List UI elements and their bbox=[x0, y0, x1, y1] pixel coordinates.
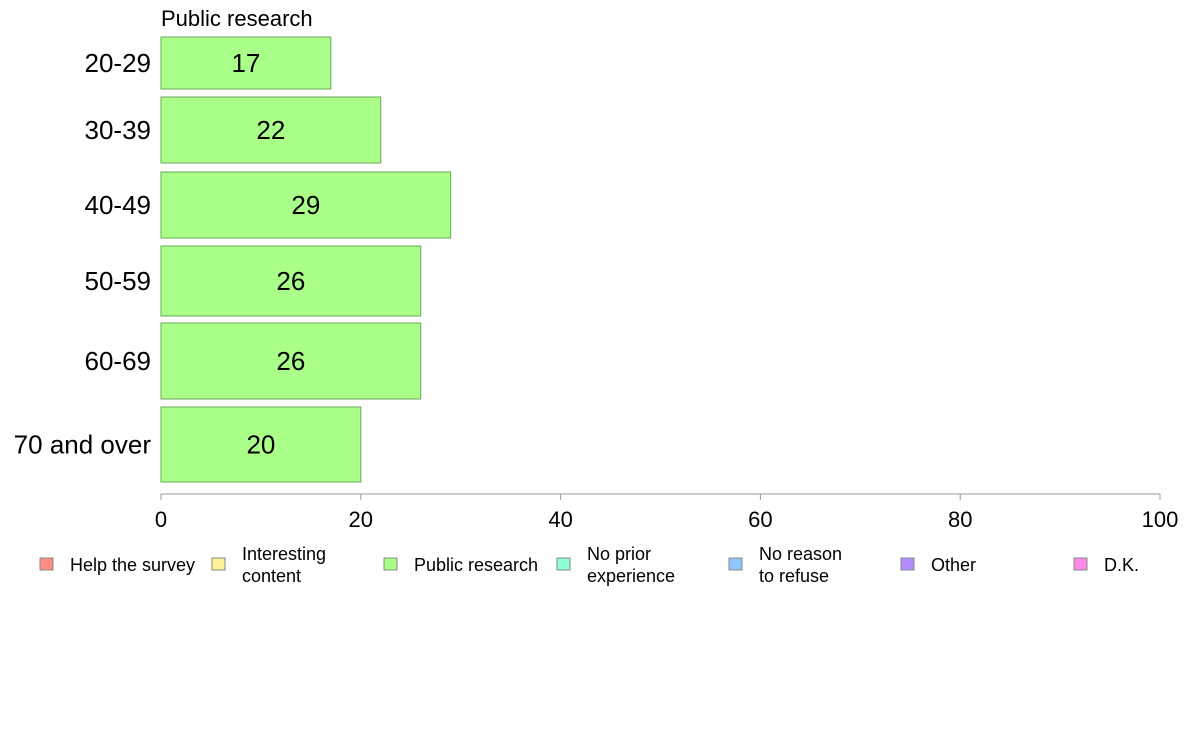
chart-title: Public research bbox=[161, 6, 313, 31]
bar-60-69 bbox=[160, 322, 422, 400]
legend-swatch bbox=[1073, 557, 1088, 571]
legend-item: Interesting content bbox=[211, 544, 326, 586]
bar-value-label: 29 bbox=[291, 190, 320, 220]
legend-swatch bbox=[383, 557, 398, 571]
x-tick-label: 40 bbox=[548, 507, 572, 532]
legend-item: D.K. bbox=[1073, 555, 1139, 575]
legend-item: No reason to refuse bbox=[728, 544, 842, 586]
x-tick-label: 20 bbox=[349, 507, 373, 532]
x-tick-label: 60 bbox=[748, 507, 772, 532]
legend-label: Other bbox=[931, 555, 976, 575]
x-tick-label: 0 bbox=[155, 507, 167, 532]
x-tick-label: 80 bbox=[948, 507, 972, 532]
bar-value-label: 17 bbox=[231, 48, 260, 78]
category-label: 30-39 bbox=[85, 115, 152, 145]
bar-20-29 bbox=[160, 36, 332, 90]
bar-50-59 bbox=[160, 245, 422, 317]
bar-value-label: 20 bbox=[246, 430, 275, 460]
legend-item: Other bbox=[900, 555, 976, 575]
x-tick-label: 100 bbox=[1142, 507, 1179, 532]
category-label: 50-59 bbox=[85, 266, 152, 296]
legend-item: Help the survey bbox=[39, 555, 195, 575]
category-label: 60-69 bbox=[85, 346, 152, 376]
legend-item: Public research bbox=[383, 555, 538, 575]
legend-swatch bbox=[900, 557, 915, 571]
bar-value-label: 22 bbox=[256, 115, 285, 145]
category-label: 70 and over bbox=[14, 430, 152, 460]
legend-swatch bbox=[556, 557, 571, 571]
legend-swatch bbox=[39, 557, 54, 571]
legend-label: No reason to refuse bbox=[759, 544, 842, 586]
legend: Help the survey Interesting content Public … bbox=[39, 544, 1139, 586]
legend-label: Public research bbox=[414, 555, 538, 575]
bar-70-and-over bbox=[160, 406, 362, 483]
legend-item: No prior experience bbox=[556, 544, 675, 586]
legend-label: Help the survey bbox=[70, 555, 195, 575]
legend-label: D.K. bbox=[1104, 555, 1139, 575]
bar-30-39 bbox=[160, 96, 382, 164]
bar-value-label: 26 bbox=[276, 266, 305, 296]
bar-value-label: 26 bbox=[276, 346, 305, 376]
category-label: 20-29 bbox=[85, 48, 152, 78]
legend-swatch bbox=[211, 557, 226, 571]
x-axis: 0 20 40 60 80 100 bbox=[155, 493, 1179, 532]
legend-swatch bbox=[728, 557, 743, 571]
legend-label: Interesting content bbox=[242, 544, 326, 586]
bars-group: 17 20-29 22 30-39 29 40-49 26 50-59 26 60-69 20 70 … bbox=[14, 36, 452, 483]
category-label: 40-49 bbox=[85, 190, 152, 220]
bar-40-49 bbox=[160, 171, 452, 239]
legend-label: No prior experience bbox=[587, 544, 675, 586]
